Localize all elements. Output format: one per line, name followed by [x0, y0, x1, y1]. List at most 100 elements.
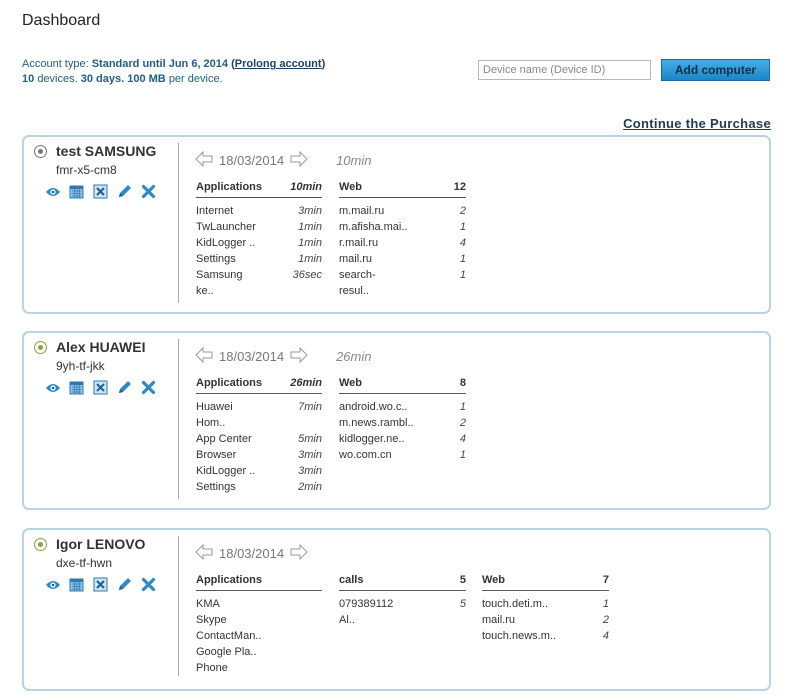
list-item[interactable]: mail.ru 1: [339, 251, 466, 267]
list-item[interactable]: kidlogger.ne.. 4: [339, 431, 466, 447]
site-count: 2: [459, 417, 466, 429]
arrow-right-icon[interactable]: [290, 150, 308, 170]
eye-icon[interactable]: [44, 183, 61, 200]
list-item[interactable]: touch.deti.m.. 1: [482, 596, 609, 612]
app-name: Browser: [196, 449, 237, 461]
site-count: 2: [602, 614, 609, 626]
app-time: 2min: [298, 481, 322, 493]
pencil-icon[interactable]: [116, 183, 133, 200]
delete-box-icon[interactable]: [92, 576, 109, 593]
list-item[interactable]: m.afisha.mai.. 1: [339, 219, 466, 235]
arrow-right-icon[interactable]: [290, 543, 308, 563]
list-item[interactable]: ke..: [196, 283, 322, 299]
list-item[interactable]: KidLogger .. 1min: [196, 235, 322, 251]
app-name: KidLogger ..: [196, 465, 256, 477]
app-time: 5min: [298, 433, 322, 445]
app-name: ContactMan..: [196, 630, 262, 642]
site-name: touch.deti.m..: [482, 598, 549, 610]
continue-purchase-link[interactable]: Continue the Purchase: [623, 116, 771, 131]
close-icon[interactable]: [140, 576, 157, 593]
list-item[interactable]: Samsung 36sec: [196, 267, 322, 283]
account-type-value: Standard until Jun 6, 2014: [91, 58, 229, 70]
prolong-account-link[interactable]: Prolong account: [234, 58, 322, 70]
list-item[interactable]: KMA: [196, 596, 322, 612]
pencil-icon[interactable]: [116, 379, 133, 396]
web-header: Web: [339, 377, 363, 389]
list-item[interactable]: m.news.rambl.. 2: [339, 415, 466, 431]
list-item[interactable]: Settings 1min: [196, 251, 322, 267]
applications-header: Applications: [196, 574, 263, 586]
date-navigator: 18/03/2014: [195, 543, 308, 563]
calendar-icon[interactable]: [68, 576, 85, 593]
list-item[interactable]: 079389112 5: [339, 596, 466, 612]
list-item[interactable]: wo.com.cn 1: [339, 447, 466, 463]
list-item[interactable]: App Center 5min: [196, 431, 322, 447]
applications-column: Applications 10min Internet 3min TwLaunche…: [196, 181, 322, 299]
site-count: 4: [459, 433, 466, 445]
list-item[interactable]: Internet 3min: [196, 203, 322, 219]
site-count: 1: [602, 598, 609, 610]
arrow-left-icon[interactable]: [195, 346, 213, 366]
app-name: Internet: [196, 205, 234, 217]
site-name: resul..: [339, 285, 369, 297]
list-item[interactable]: Phone: [196, 660, 322, 676]
eye-icon[interactable]: [44, 379, 61, 396]
device-status-radio[interactable]: [34, 340, 47, 354]
list-item[interactable]: Settings 2min: [196, 479, 322, 495]
list-item[interactable]: m.mail.ru 2: [339, 203, 466, 219]
site-count: 1: [459, 253, 466, 265]
arrow-left-icon[interactable]: [195, 150, 213, 170]
list-item[interactable]: ContactMan..: [196, 628, 322, 644]
list-item[interactable]: Browser 3min: [196, 447, 322, 463]
applications-total: 26min: [290, 377, 322, 389]
close-icon[interactable]: [140, 379, 157, 396]
list-item[interactable]: search- 1: [339, 267, 466, 283]
list-item[interactable]: android.wo.c.. 1: [339, 399, 466, 415]
list-item[interactable]: resul..: [339, 283, 466, 299]
app-name: KMA: [196, 598, 220, 610]
calendar-icon[interactable]: [68, 379, 85, 396]
close-icon[interactable]: [140, 183, 157, 200]
site-name: android.wo.c..: [339, 401, 408, 413]
calls-header: calls: [339, 574, 364, 586]
list-item[interactable]: Google Pla..: [196, 644, 322, 660]
app-name: App Center: [196, 433, 252, 445]
device-status-radio[interactable]: [34, 537, 47, 551]
add-computer-button[interactable]: Add computer: [661, 59, 770, 81]
web-column: Web 7 touch.deti.m.. 1 mail.ru 2 touch.news…: [482, 574, 609, 644]
list-item[interactable]: r.mail.ru 4: [339, 235, 466, 251]
divider: [178, 339, 179, 499]
list-item[interactable]: Skype: [196, 612, 322, 628]
list-item[interactable]: TwLauncher 1min: [196, 219, 322, 235]
applications-total: 10min: [290, 181, 322, 193]
device-card: Alex HUAWEI 9yh-tf-jkk 18/03/2014 26min …: [22, 331, 771, 510]
eye-icon[interactable]: [44, 576, 61, 593]
delete-box-icon[interactable]: [92, 379, 109, 396]
prolong-paren-open: (: [231, 58, 235, 70]
site-name: search-: [339, 269, 376, 281]
list-item[interactable]: Huawei 7min: [196, 399, 322, 415]
list-item[interactable]: mail.ru 2: [482, 612, 609, 628]
device-actions: [44, 379, 182, 396]
list-item[interactable]: Hom..: [196, 415, 322, 431]
device-name-input[interactable]: [478, 60, 651, 80]
delete-box-icon[interactable]: [92, 183, 109, 200]
storage-value: 100 MB: [127, 73, 166, 85]
device-status-radio[interactable]: [34, 144, 47, 158]
web-header: Web: [339, 181, 363, 193]
site-count: 4: [602, 630, 609, 642]
account-type-label: Account type:: [22, 58, 89, 70]
divider: [178, 143, 179, 303]
calendar-icon[interactable]: [68, 183, 85, 200]
list-item[interactable]: KidLogger .. 3min: [196, 463, 322, 479]
calls-column: calls 5 079389112 5 Al..: [339, 574, 466, 628]
pencil-icon[interactable]: [116, 576, 133, 593]
date-navigator: 18/03/2014 10min: [195, 150, 372, 170]
app-name: Phone: [196, 662, 228, 674]
arrow-right-icon[interactable]: [290, 346, 308, 366]
arrow-left-icon[interactable]: [195, 543, 213, 563]
list-item[interactable]: touch.news.m.. 4: [482, 628, 609, 644]
app-name: Skype: [196, 614, 227, 626]
list-item[interactable]: Al..: [339, 612, 466, 628]
device-card: test SAMSUNG fmr-x5-cm8 18/03/2014 10min…: [22, 135, 771, 314]
